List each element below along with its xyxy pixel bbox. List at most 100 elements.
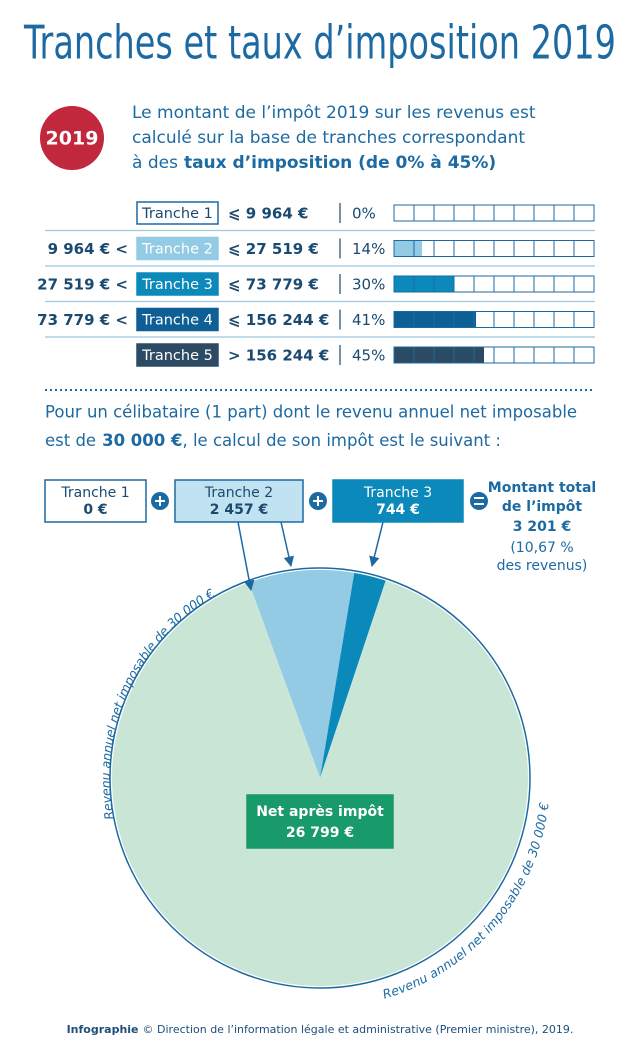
tranche-name: Tranche 2 xyxy=(141,242,213,258)
pie-slice xyxy=(112,580,529,987)
example-line: Pour un célibataire (1 part) dont le rev… xyxy=(45,403,577,422)
upper-bound: > 156 244 € xyxy=(228,347,329,365)
lower-bound: 9 964 € < xyxy=(48,240,128,258)
rate-label: 30% xyxy=(352,276,385,294)
pie-slice xyxy=(248,570,355,778)
bar-cell xyxy=(573,311,595,328)
title: Tranches et taux d’imposition 2019 xyxy=(23,16,616,70)
tranche-name: Tranche 3 xyxy=(141,277,213,293)
bar-cell xyxy=(513,275,535,293)
pie-slice xyxy=(320,572,386,778)
amount-box xyxy=(332,479,464,523)
bar-cell xyxy=(553,311,575,328)
pie-outline xyxy=(109,567,531,989)
rate-label: 0% xyxy=(352,205,376,223)
example-text: est de xyxy=(45,431,96,450)
box-category: Net après impôt xyxy=(256,804,384,820)
rate-label: 45% xyxy=(352,347,385,365)
rate-bar xyxy=(394,240,422,257)
plus-glyph xyxy=(313,496,323,506)
lower-bound: 73 779 € < xyxy=(37,311,128,329)
total-label: de l’impôt xyxy=(502,499,583,515)
example-text: , le calcul de son impôt est le suivant … xyxy=(182,431,501,450)
bar-cell xyxy=(473,240,495,257)
bar-cell xyxy=(393,204,415,222)
bar-cell xyxy=(533,204,555,222)
tranche-name: Tranche 4 xyxy=(141,313,213,329)
lower-bound: 27 519 € < xyxy=(37,276,128,294)
intro-line: à des taux d’imposition (de 0% à 45%) xyxy=(132,153,496,173)
bar-cell xyxy=(493,240,515,257)
bar-cell xyxy=(573,346,595,364)
box-category: Tranche 2 xyxy=(204,485,273,501)
total-note: (10,67 % xyxy=(510,540,573,556)
tranche-name: Tranche 5 xyxy=(141,348,213,364)
bar-cell xyxy=(553,346,575,364)
box-value: 744 € xyxy=(376,502,420,518)
bar-cell xyxy=(493,346,515,364)
badge-text: 2019 xyxy=(46,128,99,150)
rate-label: 41% xyxy=(352,311,385,329)
bar-cell xyxy=(513,204,535,222)
total-amount: 3 201 € xyxy=(513,519,571,535)
tranche-box xyxy=(136,201,219,225)
bar-cell xyxy=(553,240,575,257)
total-note: des revenus) xyxy=(497,558,588,574)
bar-cell xyxy=(533,311,555,328)
bar-cell xyxy=(493,204,515,222)
rate-bar xyxy=(394,311,476,328)
bar-cell xyxy=(573,204,595,222)
box-value: 2 457 € xyxy=(210,502,268,518)
amount-box xyxy=(44,479,147,523)
tranche-box xyxy=(136,343,219,367)
box-value: 26 799 € xyxy=(286,825,354,841)
bar-cell xyxy=(533,275,555,293)
box-category: Tranche 3 xyxy=(363,485,432,501)
bar-cell xyxy=(533,346,555,364)
overlay: Montant total de l’impôt 3 201 € (10,67 … xyxy=(44,479,596,1036)
total-label: Montant total xyxy=(488,480,596,496)
rate-bar xyxy=(394,276,454,292)
tranche-box xyxy=(136,307,219,332)
plus-glyph xyxy=(155,496,165,506)
bar-cell xyxy=(513,240,535,257)
amount-box xyxy=(174,479,304,523)
bar-cell xyxy=(453,275,475,293)
intro-line: calculé sur la base de tranches correspo… xyxy=(132,128,525,148)
bar-cell xyxy=(473,204,495,222)
tranche-name: Tranche 1 xyxy=(141,206,213,222)
arrow xyxy=(237,521,255,592)
bar-cell xyxy=(413,204,435,222)
example-line: est de 30 000 €, le calcul de son impôt e… xyxy=(45,431,501,450)
footer-bold: Infographie xyxy=(67,1023,139,1036)
amount-box xyxy=(246,794,394,849)
bar-cell xyxy=(533,240,555,257)
box-category: Tranche 1 xyxy=(60,485,129,501)
badge-circle xyxy=(40,106,104,170)
bar-cell xyxy=(553,275,575,293)
bar-cell xyxy=(553,204,575,222)
bar-cell xyxy=(433,204,455,222)
bar-cell xyxy=(473,311,495,328)
equals-sign xyxy=(470,492,488,510)
bar-cell xyxy=(513,346,535,364)
bar-cell xyxy=(573,275,595,293)
bar-cell xyxy=(573,240,595,257)
footer: Infographie © Direction de l’information … xyxy=(67,1023,574,1036)
rate-label: 14% xyxy=(352,240,385,258)
upper-bound: ⩽ 156 244 € xyxy=(228,311,329,329)
footer-text: © Direction de l’information légale et a… xyxy=(143,1023,574,1036)
example-bold: 30 000 € xyxy=(102,431,182,450)
box-value: 0 € xyxy=(83,502,107,518)
pie-chart: Revenu annuel net imposable de 30 000 €R… xyxy=(97,567,551,1001)
bar-cell xyxy=(473,275,495,293)
upper-bound: ⩽ 73 779 € xyxy=(228,276,319,294)
intro-text: à des xyxy=(132,153,178,173)
intro-line: Le montant de l’impôt 2019 sur les reven… xyxy=(132,103,536,123)
bar-cell xyxy=(433,240,455,257)
intro-bold: taux d’imposition (de 0% à 45%) xyxy=(184,153,496,173)
upper-bound: ⩽ 27 519 € xyxy=(228,240,319,258)
arrow xyxy=(280,521,295,568)
